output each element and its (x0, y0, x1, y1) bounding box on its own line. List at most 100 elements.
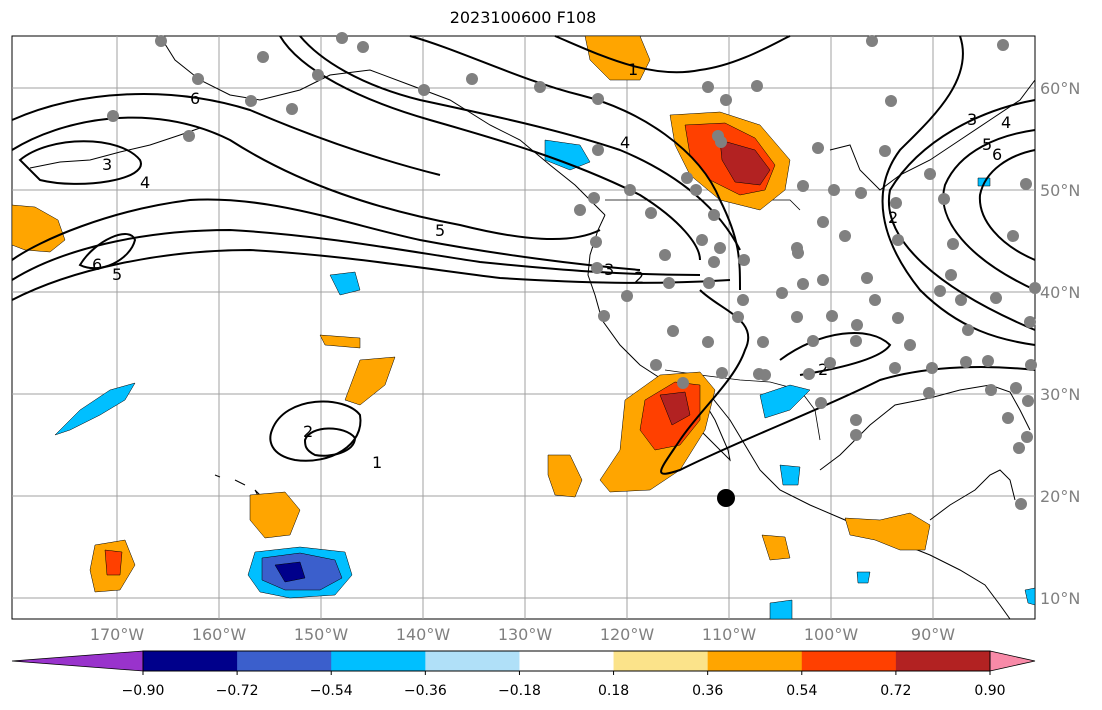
contour-label: 2 (818, 360, 828, 379)
contour-label: 4 (620, 133, 630, 152)
colorbar-segment (425, 651, 520, 671)
latitude-label: 10°N (1040, 589, 1080, 608)
contour-label: 6 (992, 145, 1002, 164)
colorbar-segment (519, 651, 615, 671)
colorbar-tick-label: 0.72 (880, 683, 911, 699)
station-dot (192, 73, 204, 85)
station-dot (1007, 230, 1019, 242)
station-dot (826, 310, 838, 322)
station-dot (720, 94, 732, 106)
station-dot (817, 274, 829, 286)
station-dot (690, 184, 702, 196)
station-dot (598, 310, 610, 322)
longitude-label: 130°W (498, 625, 553, 644)
station-dot (738, 254, 750, 266)
station-dot (892, 234, 904, 246)
station-dot (418, 84, 430, 96)
colorbar-segment (237, 651, 332, 671)
contour-label: 5 (982, 135, 992, 154)
contour-label: 4 (1001, 113, 1011, 132)
longitude-label: 90°W (911, 625, 955, 644)
station-dot (357, 41, 369, 53)
station-dot (703, 277, 715, 289)
station-dot (812, 142, 824, 154)
station-dot (861, 272, 873, 284)
station-dot (667, 325, 679, 337)
station-dot (155, 35, 167, 47)
station-dot (716, 367, 728, 379)
station-dot (791, 311, 803, 323)
contour-label: 5 (435, 221, 445, 240)
colorbar-tick-label: −0.36 (404, 683, 447, 699)
contour-label: 3 (604, 260, 614, 279)
station-dot (1029, 282, 1041, 294)
contour-label: 4 (140, 173, 150, 192)
contour-label: 3 (967, 110, 977, 129)
station-dot (955, 294, 967, 306)
station-dot (815, 397, 827, 409)
station-dot (621, 290, 633, 302)
station-dot (714, 242, 726, 254)
station-dot (817, 216, 829, 228)
colorbar-segment (613, 651, 709, 671)
colorbar-tick-label: 0.90 (974, 683, 1005, 699)
station-dot (592, 144, 604, 156)
station-dot (934, 285, 946, 297)
station-dot (776, 287, 788, 299)
station-dot (1015, 498, 1027, 510)
latitude-label: 20°N (1040, 487, 1080, 506)
station-dot (702, 336, 714, 348)
longitude-label: 160°W (192, 625, 247, 644)
station-dot (708, 256, 720, 268)
station-dot (938, 193, 950, 205)
contour-label: 6 (190, 89, 200, 108)
station-dot (850, 429, 862, 441)
colorbar-tick-label: −0.90 (122, 683, 165, 699)
station-dot (947, 238, 959, 250)
storm-center-marker (717, 489, 735, 507)
longitude-label: 100°W (804, 625, 859, 644)
station-dot (904, 339, 916, 351)
station-dot (107, 110, 119, 122)
station-dot (982, 355, 994, 367)
contour-label: 2 (634, 268, 644, 287)
colorbar: −0.90 −0.72 −0.54 −0.36 −0.18 0.18 0.36 0.54 0.7… (11, 650, 1036, 699)
station-dot (890, 197, 902, 209)
station-dot (659, 249, 671, 261)
station-dot (1022, 395, 1034, 407)
station-dot (336, 32, 348, 44)
colorbar-tick-label: 0.36 (692, 683, 723, 699)
station-dot (866, 35, 878, 47)
station-dot (624, 184, 636, 196)
station-dot (574, 204, 586, 216)
contour-label: 1 (372, 453, 382, 472)
colorbar-segment (801, 651, 897, 671)
station-dot (1025, 359, 1037, 371)
station-dot (855, 187, 867, 199)
longitude-labels: 170°W 160°W 150°W 140°W 130°W 120°W 110°W 100°W… (90, 625, 955, 644)
anomaly-fills (11, 35, 1036, 620)
station-dot (534, 81, 546, 93)
station-dot (839, 230, 851, 242)
latitude-labels: 60°N 50°N 40°N 30°N 20°N 10°N (1040, 79, 1080, 608)
colorbar-tick-label: −0.72 (216, 683, 259, 699)
longitude-label: 110°W (702, 625, 757, 644)
station-dot (851, 319, 863, 331)
station-dot (879, 145, 891, 157)
station-dot (889, 362, 901, 374)
station-dot (926, 362, 938, 374)
colorbar-tick-label: 0.18 (598, 683, 629, 699)
station-dot (990, 292, 1002, 304)
latitude-label: 30°N (1040, 385, 1080, 404)
longitude-label: 150°W (294, 625, 349, 644)
colorbar-tick-label: −0.18 (498, 683, 541, 699)
station-dot (945, 269, 957, 281)
latitude-label: 50°N (1040, 181, 1080, 200)
station-dot (885, 95, 897, 107)
station-dot (751, 80, 763, 92)
longitude-label: 120°W (600, 625, 655, 644)
map-title: 2023100600 F108 (449, 8, 597, 27)
station-dot (792, 247, 804, 259)
station-dot (797, 278, 809, 290)
